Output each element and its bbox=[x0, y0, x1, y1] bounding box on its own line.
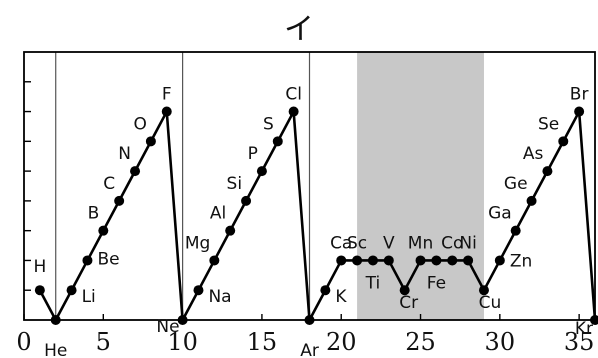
element-label: Ti bbox=[365, 273, 381, 293]
data-point bbox=[367, 255, 378, 266]
data-point bbox=[34, 285, 45, 296]
element-label: Cu bbox=[479, 293, 502, 313]
element-label: Ar bbox=[300, 341, 319, 358]
element-label: Zn bbox=[510, 251, 532, 271]
element-label: B bbox=[88, 204, 100, 224]
data-point bbox=[193, 285, 204, 296]
element-label: Na bbox=[208, 287, 231, 307]
data-point bbox=[415, 255, 426, 266]
x-tick-label: 10 bbox=[167, 328, 198, 356]
data-point bbox=[130, 166, 141, 177]
element-label: Br bbox=[570, 85, 589, 105]
x-tick-label: 20 bbox=[326, 328, 357, 356]
data-point bbox=[590, 315, 598, 325]
data-point bbox=[256, 166, 267, 177]
element-label: Be bbox=[97, 249, 119, 269]
data-point bbox=[82, 255, 93, 266]
data-point bbox=[447, 255, 458, 266]
data-point bbox=[161, 106, 172, 117]
element-label: Ne bbox=[156, 317, 179, 337]
x-tick-label: 15 bbox=[247, 328, 278, 356]
data-point bbox=[288, 106, 299, 117]
element-label: V bbox=[383, 233, 395, 253]
element-label: Se bbox=[538, 114, 559, 134]
shaded-band bbox=[357, 52, 484, 320]
element-label: Fe bbox=[427, 273, 446, 293]
element-label: Al bbox=[210, 204, 226, 224]
element-label: F bbox=[162, 85, 172, 105]
x-tick-label: 25 bbox=[405, 328, 436, 356]
data-point bbox=[320, 285, 331, 296]
element-label: Cl bbox=[285, 85, 302, 105]
element-label: He bbox=[44, 341, 67, 358]
data-point bbox=[399, 285, 410, 296]
element-label: As bbox=[523, 144, 544, 164]
element-label: Co bbox=[441, 233, 463, 253]
element-label: N bbox=[118, 144, 131, 164]
element-label: Mn bbox=[408, 233, 433, 253]
data-point bbox=[336, 255, 347, 266]
data-point bbox=[463, 255, 474, 266]
data-point bbox=[542, 166, 553, 177]
series-line bbox=[38, 110, 597, 322]
element-label: Li bbox=[82, 287, 96, 307]
data-point bbox=[272, 136, 283, 147]
element-label: C bbox=[103, 174, 115, 194]
x-tick-label: 30 bbox=[485, 328, 516, 356]
data-point bbox=[114, 195, 125, 206]
element-label: Ga bbox=[488, 204, 512, 224]
element-label: Cr bbox=[399, 293, 418, 313]
data-point bbox=[50, 315, 61, 325]
data-point bbox=[177, 315, 188, 325]
element-label: Si bbox=[227, 174, 243, 194]
data-point bbox=[510, 225, 521, 236]
data-point bbox=[558, 136, 569, 147]
data-point bbox=[66, 285, 77, 296]
data-point bbox=[352, 255, 363, 266]
x-tick-label: 35 bbox=[564, 328, 595, 356]
element-label: K bbox=[335, 287, 347, 307]
data-point bbox=[383, 255, 394, 266]
element-label: Mg bbox=[185, 233, 210, 253]
data-point bbox=[209, 255, 220, 266]
data-point bbox=[145, 136, 156, 147]
chart-title: イ bbox=[284, 12, 314, 47]
data-point bbox=[526, 195, 537, 206]
data-point bbox=[241, 195, 252, 206]
data-point bbox=[494, 255, 505, 266]
data-point bbox=[478, 285, 489, 296]
element-label: Ni bbox=[459, 233, 476, 253]
element-label: Ca bbox=[330, 233, 352, 253]
element-label: Kr bbox=[575, 319, 593, 339]
x-tick-label: 0 bbox=[16, 328, 31, 356]
element-label: S bbox=[263, 114, 274, 134]
element-label: H bbox=[33, 257, 46, 277]
data-point bbox=[225, 225, 236, 236]
element-label: Sc bbox=[347, 233, 367, 253]
data-point bbox=[431, 255, 442, 266]
x-tick-label: 5 bbox=[96, 328, 111, 356]
element-label: O bbox=[133, 114, 146, 134]
element-label: Ge bbox=[504, 174, 528, 194]
data-point bbox=[304, 315, 315, 325]
data-point bbox=[574, 106, 585, 117]
element-label: P bbox=[248, 144, 258, 164]
data-point bbox=[98, 225, 109, 236]
